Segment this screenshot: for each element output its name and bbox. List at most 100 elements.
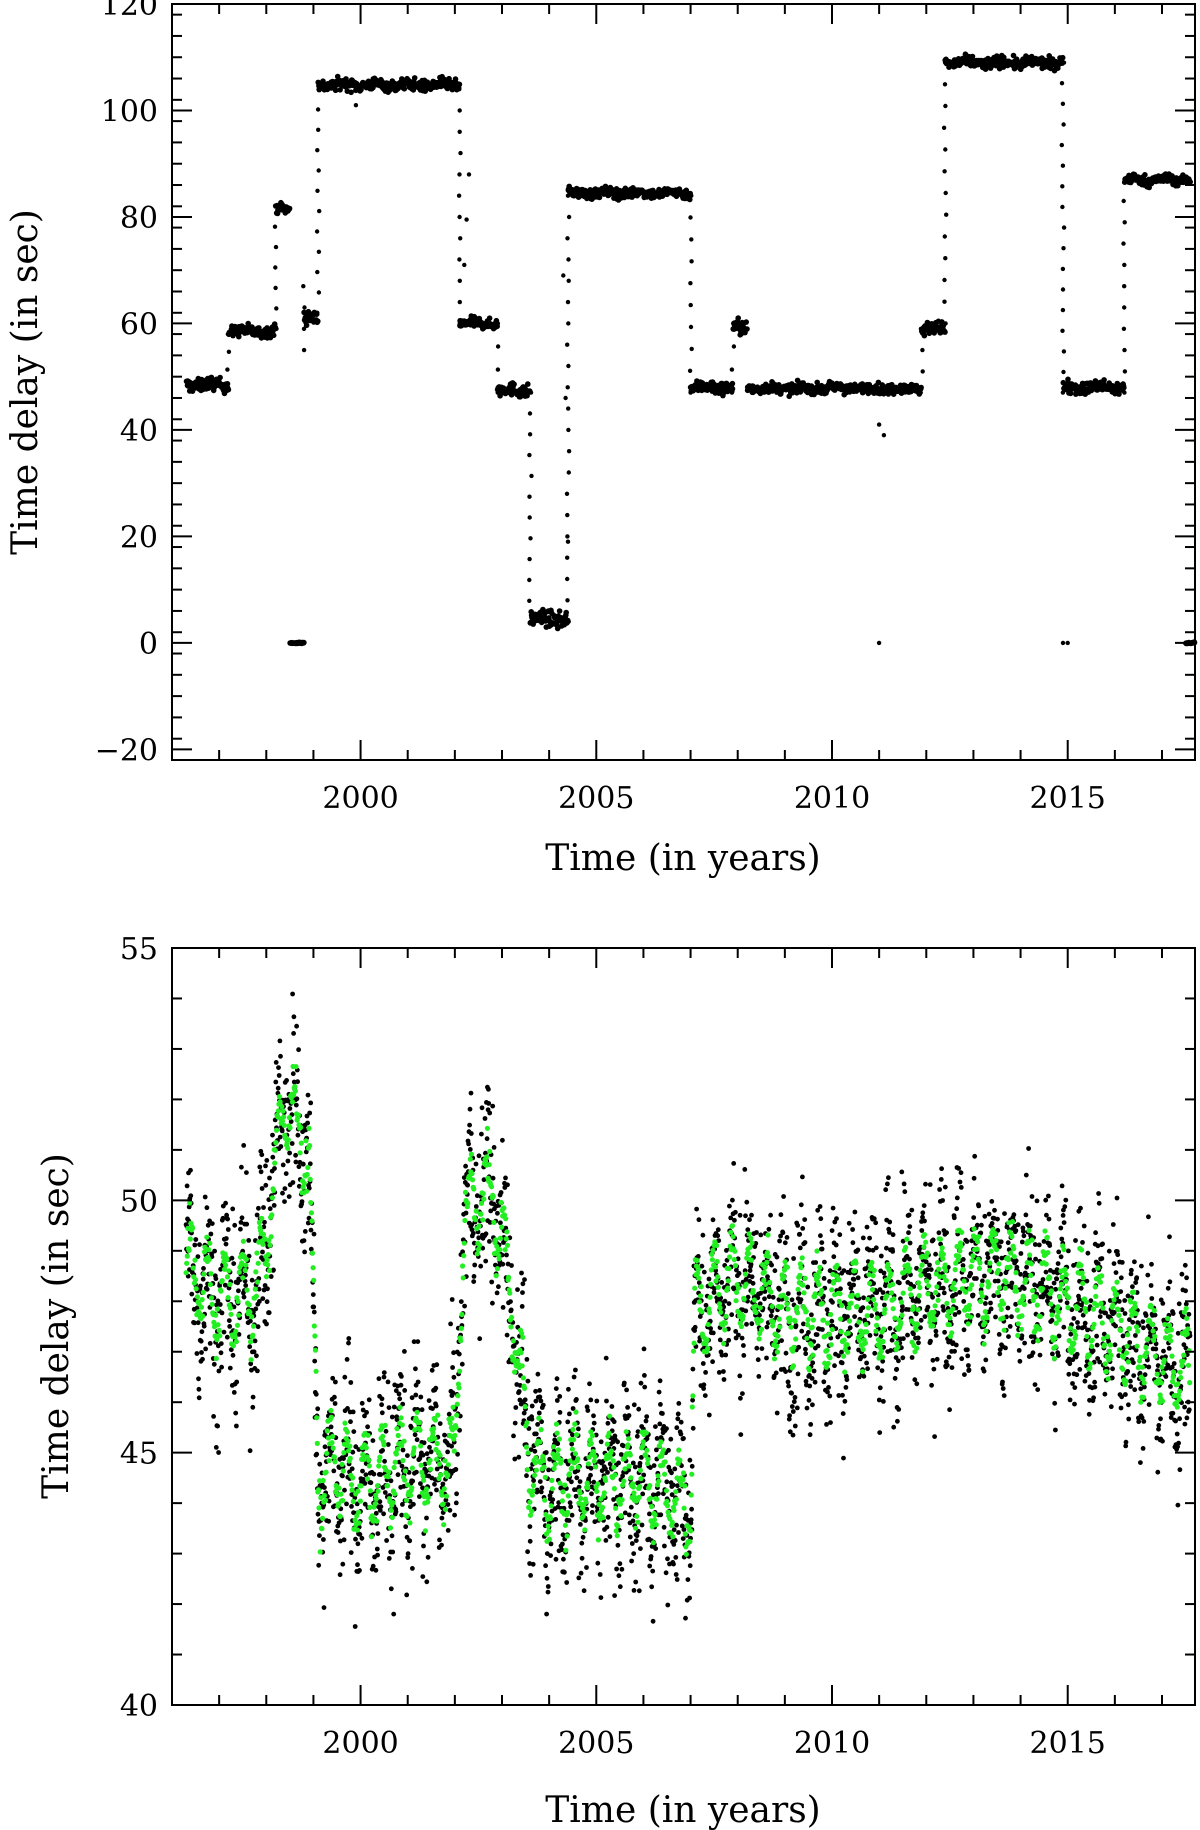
data-point (424, 1579, 430, 1585)
data-point (595, 1560, 601, 1566)
data-point (979, 1222, 984, 1228)
data-point (184, 1183, 190, 1189)
data-point (199, 1329, 205, 1335)
data-point (676, 1401, 682, 1406)
y-tick-label: 60 (120, 307, 158, 342)
data-point (458, 236, 463, 241)
data-point (643, 1418, 649, 1424)
data-point (702, 1393, 708, 1398)
data-point (576, 1575, 582, 1581)
data-point (1027, 1223, 1033, 1229)
data-point (520, 1281, 526, 1287)
data-point (467, 1122, 472, 1128)
data-point (1052, 1400, 1058, 1406)
data-point (701, 1382, 707, 1388)
data-point (656, 1389, 662, 1395)
data-point (689, 237, 694, 242)
data-point (727, 1203, 732, 1209)
data-point (353, 1536, 358, 1542)
data-point (385, 1442, 391, 1447)
data-point (688, 390, 693, 395)
data-point (832, 1363, 837, 1369)
data-point (1060, 266, 1066, 272)
data-point (314, 229, 320, 234)
data-point (219, 1364, 225, 1370)
data-point (981, 1368, 987, 1374)
data-point (539, 1485, 545, 1491)
data-point (642, 1373, 647, 1378)
data-point (1106, 1248, 1112, 1254)
data-point (270, 1154, 276, 1160)
data-point (565, 576, 570, 582)
data-point (820, 1327, 825, 1332)
data-point (410, 1566, 415, 1571)
data-point (690, 1397, 695, 1403)
data-point (321, 1537, 326, 1542)
data-point (865, 1366, 870, 1372)
data-point (223, 1236, 229, 1241)
data-point (830, 1299, 835, 1305)
data-point (508, 1307, 514, 1313)
data-point (379, 1402, 384, 1408)
data-point (265, 1286, 270, 1292)
data-point (855, 1247, 861, 1253)
data-point (197, 1242, 202, 1247)
data-point (792, 1423, 798, 1429)
y-axis-title: Time delay (in sec) (5, 209, 46, 555)
data-point (511, 1433, 516, 1439)
data-point (462, 1303, 467, 1309)
data-point (642, 1384, 648, 1390)
data-point (923, 1181, 928, 1187)
data-point (654, 1436, 660, 1441)
data-point (399, 1463, 405, 1469)
data-point (723, 1352, 729, 1358)
data-point (729, 390, 735, 395)
data-point (533, 1388, 538, 1394)
data-point (900, 1304, 905, 1309)
data-point (532, 1448, 538, 1454)
data-point (425, 1554, 431, 1560)
data-point (647, 1563, 653, 1569)
data-point (901, 1181, 907, 1187)
data-point (528, 1573, 533, 1578)
data-point (1081, 1223, 1087, 1229)
data-point (741, 1353, 747, 1358)
data-point (414, 1469, 419, 1475)
data-point (1035, 1387, 1041, 1392)
data-point (273, 1079, 279, 1085)
data-point (234, 1379, 240, 1385)
data-point (594, 1398, 600, 1404)
data-point (451, 1374, 457, 1380)
data-point (263, 1182, 269, 1188)
data-point (378, 1504, 384, 1510)
data-point (944, 1362, 950, 1368)
data-point (715, 1227, 721, 1233)
data-point (694, 1206, 699, 1212)
data-point (473, 1204, 479, 1209)
data-point (1061, 349, 1067, 354)
data-point (726, 1301, 732, 1306)
data-point (683, 1615, 688, 1621)
data-point (733, 1209, 738, 1215)
data-point (927, 1182, 933, 1187)
data-point (315, 1406, 321, 1412)
data-point (391, 1404, 397, 1410)
data-point (619, 1566, 625, 1572)
data-point (976, 1203, 982, 1209)
data-point (346, 1340, 351, 1346)
data-point (1020, 1228, 1026, 1234)
data-point (340, 1473, 345, 1479)
data-point (864, 1224, 870, 1230)
data-point (1060, 184, 1065, 189)
data-point (301, 1238, 307, 1243)
data-point (407, 1538, 413, 1544)
data-point (188, 1167, 193, 1173)
data-point (418, 1394, 424, 1400)
data-point (907, 1256, 912, 1262)
data-point (1060, 390, 1066, 395)
data-point (1097, 1359, 1102, 1365)
data-point (792, 1395, 798, 1400)
data-points (183, 991, 1193, 1629)
data-point (274, 326, 279, 331)
data-point (744, 1321, 749, 1327)
